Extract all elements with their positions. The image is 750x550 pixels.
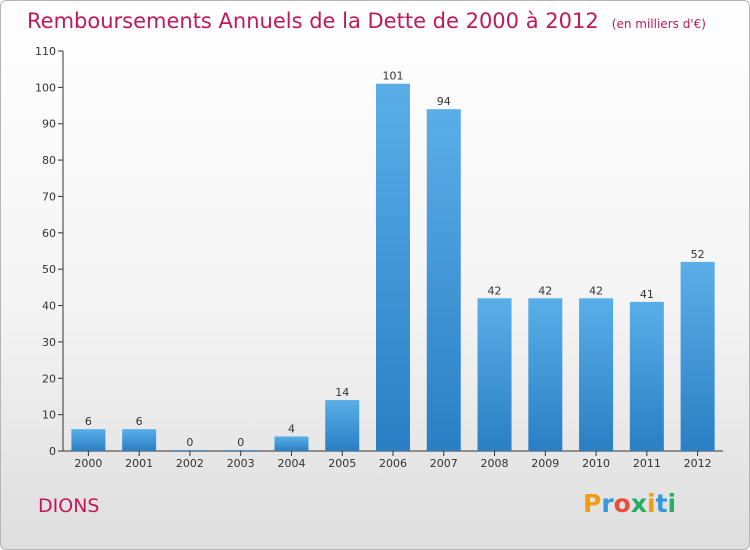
bar-2002 [172,450,207,451]
bar-2004 [274,436,309,451]
y-tick-label: 100 [35,81,56,94]
chart-subtitle: (en milliers d'€) [611,17,706,31]
bar-2008 [477,298,512,451]
bars [71,83,715,452]
value-label-2012: 52 [691,248,705,261]
labels: 6 6 0 0 4 14 101 94 42 42 42 41 52 [85,70,705,449]
bar-2001 [122,429,157,451]
bar-2011 [629,301,664,451]
value-label-2003: 0 [237,436,244,449]
x-tick-label: 2007 [430,457,458,470]
bar-2007 [426,109,461,451]
bar-2006 [376,83,410,452]
bar-2003 [223,450,258,451]
y-tick-label: 80 [42,154,56,167]
x-tick-label: 2011 [633,457,661,470]
logo-letter: t [655,489,668,518]
logo-letter: i [647,489,656,518]
x-tick-label: 2001 [125,457,153,470]
y-tick-label: 60 [42,227,56,240]
x-tick-label: 2006 [379,457,407,470]
y-tick-label: 70 [42,190,56,203]
bar-2010 [579,298,614,451]
value-label-2006: 101 [383,70,404,83]
x-tick-label: 2002 [176,457,204,470]
y-tick-label: 30 [42,336,56,349]
y-tick-label: 90 [42,118,56,131]
x-tick-label: 2009 [531,457,559,470]
value-label-2009: 42 [538,284,552,297]
value-label-2008: 42 [488,284,502,297]
logo-letter: r [601,489,614,518]
y-tick-label: 40 [42,300,56,313]
proxiti-logo: Proxiti [583,489,676,518]
value-label-2002: 0 [186,436,193,449]
chart-title: Remboursements Annuels de la Dette de 20… [27,9,599,33]
bar-2012 [680,261,715,451]
value-label-2005: 14 [335,386,349,399]
x-tick-label: 2004 [277,457,305,470]
x-tick-label: 2008 [481,457,509,470]
x-tick-label: 2000 [74,457,102,470]
y-tick-label: 50 [42,263,56,276]
bar-2000 [71,429,106,451]
x-tick-label: 2010 [582,457,610,470]
value-label-2001: 6 [136,415,143,428]
bar-2005 [325,400,360,451]
x-tick-label: 2012 [684,457,712,470]
logo-letter: P [583,489,602,518]
logo-letter: x [630,489,647,518]
x-tick-label: 2005 [328,457,356,470]
y-tick-label: 0 [49,445,56,458]
y-tick-label: 10 [42,409,56,422]
bar-2009 [528,298,563,451]
value-label-2007: 94 [437,95,451,108]
value-label-2010: 42 [589,284,603,297]
logo-letter: i [667,489,677,518]
logo-letter: o [613,489,631,518]
y-tick-label: 20 [42,372,56,385]
x-tick-label: 2003 [227,457,255,470]
value-label-2011: 41 [640,288,654,301]
value-label-2004: 4 [288,422,295,435]
title-row: Remboursements Annuels de la Dette de 20… [27,9,706,33]
place-name: DIONS [38,495,100,517]
value-label-2000: 6 [85,415,92,428]
y-tick-label: 110 [35,45,56,58]
